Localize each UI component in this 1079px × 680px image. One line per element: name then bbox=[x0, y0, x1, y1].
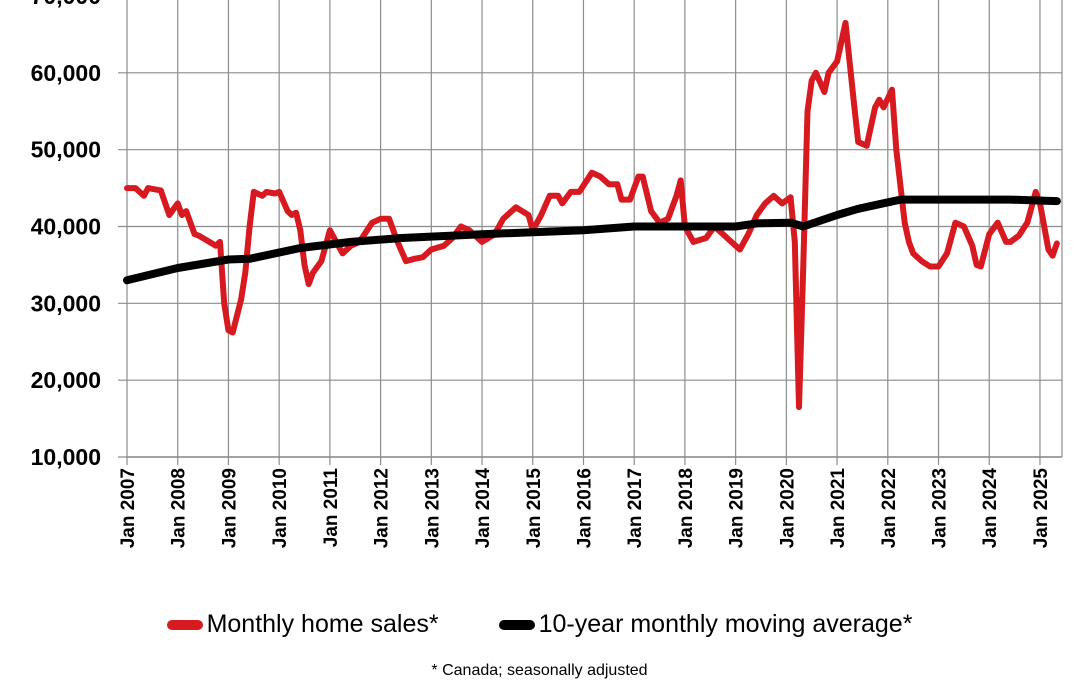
legend-label: Monthly home sales* bbox=[206, 610, 439, 638]
legend-item-monthly-sales: Monthly home sales* bbox=[166, 610, 439, 639]
x-axis-ticks: Jan 2007 Jan 2008 Jan 2009 Jan 2010 Jan 2011… bbox=[118, 468, 1052, 549]
legend-label: 10-year monthly moving average* bbox=[538, 610, 913, 638]
x-tick-label: Jan 2025 bbox=[1031, 468, 1052, 549]
x-tick-label: Jan 2023 bbox=[930, 468, 951, 548]
x-tick-label: Jan 2014 bbox=[473, 468, 494, 549]
series-line-monthly-home-sales bbox=[124, 19, 1060, 411]
x-tick-label: Jan 2008 bbox=[169, 468, 190, 548]
series-lines bbox=[123, 19, 1061, 411]
x-tick-label: Jan 2012 bbox=[372, 468, 393, 548]
x-tick-label: Jan 2011 bbox=[321, 468, 342, 548]
y-tick-label: 10,000 bbox=[31, 444, 101, 470]
x-tick-label: Jan 2015 bbox=[524, 468, 545, 549]
x-tick-label: Jan 2016 bbox=[574, 468, 595, 548]
x-tick-label: Jan 2017 bbox=[625, 468, 646, 548]
y-tick-label: 20,000 bbox=[31, 367, 101, 393]
series-line-moving-average bbox=[123, 195, 1061, 285]
line-chart: 10,000 20,000 30,000 40,000 50,000 60,000 70,0… bbox=[31, 0, 1063, 549]
y-tick-label: 40,000 bbox=[31, 214, 101, 240]
x-tick-label: Jan 2010 bbox=[270, 468, 291, 548]
x-tick-label: Jan 2020 bbox=[777, 468, 798, 548]
y-tick-label: 60,000 bbox=[31, 60, 101, 86]
x-tick-label: Jan 2007 bbox=[118, 468, 139, 548]
x-tick-label: Jan 2024 bbox=[980, 468, 1001, 549]
x-tick-label: Jan 2013 bbox=[422, 468, 443, 548]
x-tick-label: Jan 2019 bbox=[727, 468, 748, 548]
x-tick-label: Jan 2022 bbox=[879, 468, 900, 548]
legend-swatch-black bbox=[498, 619, 535, 630]
legend-item-moving-average: 10-year monthly moving average* bbox=[498, 610, 913, 639]
x-tick-label: Jan 2009 bbox=[219, 468, 240, 548]
y-tick-label: 50,000 bbox=[31, 137, 101, 163]
footnote: * Canada; seasonally adjusted bbox=[431, 662, 648, 679]
x-tick-label: Jan 2021 bbox=[828, 468, 849, 549]
y-axis-ticks: 10,000 20,000 30,000 40,000 50,000 60,000 70,0… bbox=[31, 0, 101, 470]
legend-swatch-red bbox=[166, 619, 203, 630]
y-tick-label: 30,000 bbox=[31, 290, 101, 316]
y-tick-label: 70,000 bbox=[31, 0, 101, 9]
x-tick-label: Jan 2018 bbox=[676, 468, 697, 548]
legend: Monthly home sales* 10-year monthly movi… bbox=[0, 610, 1079, 639]
